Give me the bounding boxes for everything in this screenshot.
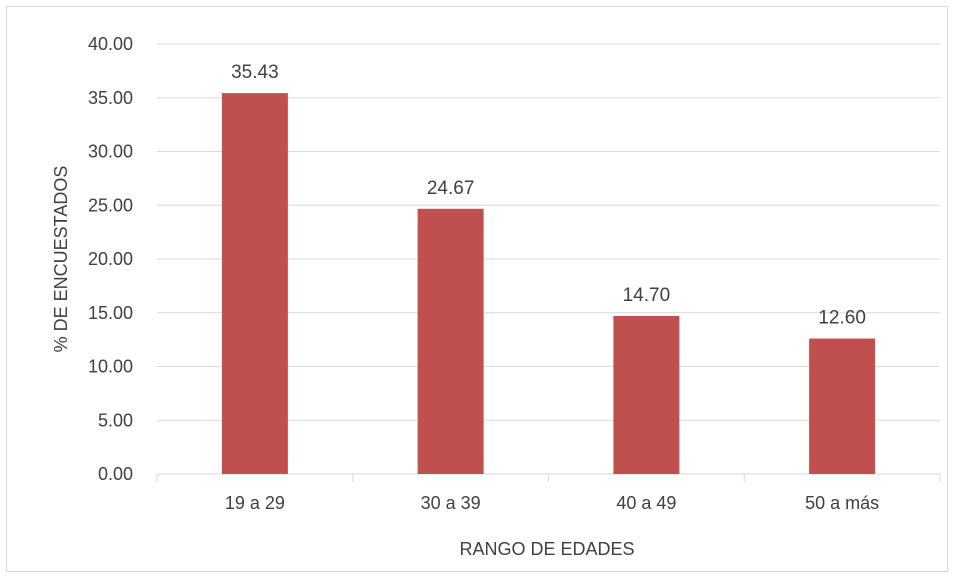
bar (613, 315, 680, 474)
bars (221, 93, 876, 475)
bar (221, 93, 288, 474)
x-category-label: 30 a 39 (421, 493, 481, 513)
data-label: 24.67 (427, 178, 475, 199)
x-axis-title: RANGO DE EDADES (459, 539, 634, 559)
y-tick-label: 30.00 (88, 142, 133, 162)
x-axis-tick-labels: 19 a 29 30 a 39 40 a 49 50 a más (225, 493, 879, 513)
data-label: 35.43 (231, 62, 279, 83)
data-labels: 35.43 24.67 14.70 12.60 (231, 62, 866, 328)
y-axis-title: % DE ENCUESTADOS (51, 166, 71, 353)
y-tick-label: 25.00 (88, 195, 133, 215)
y-tick-label: 0.00 (98, 464, 133, 484)
y-tick-label: 40.00 (88, 34, 133, 54)
bar (417, 208, 484, 475)
y-tick-label: 35.00 (88, 88, 133, 108)
data-label: 14.70 (623, 285, 671, 306)
bar (809, 338, 876, 474)
x-category-label: 40 a 49 (616, 493, 676, 513)
data-label: 12.60 (818, 308, 866, 329)
y-tick-label: 5.00 (98, 410, 133, 430)
y-tick-label: 10.00 (88, 357, 133, 377)
y-tick-label: 20.00 (88, 249, 133, 269)
y-axis-tick-labels: 0.00 5.00 10.00 15.00 20.00 25.00 30.00 35.00 40… (88, 34, 133, 484)
y-tick-label: 15.00 (88, 303, 133, 323)
x-category-label: 50 a más (805, 493, 879, 513)
x-category-label: 19 a 29 (225, 493, 285, 513)
